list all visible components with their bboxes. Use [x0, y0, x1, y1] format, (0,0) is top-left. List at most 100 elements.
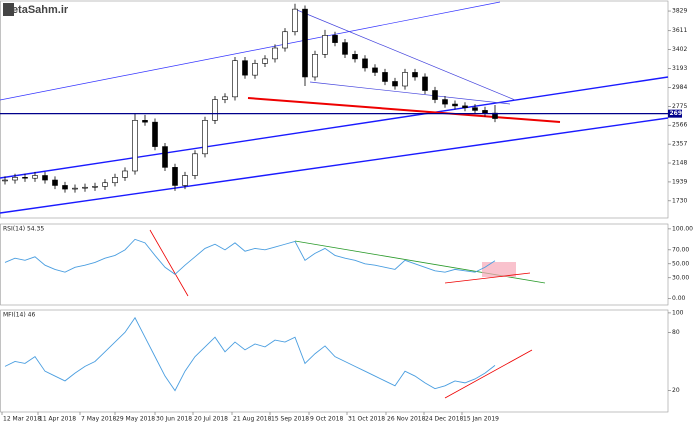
x-tick-label: 21 Aug 2018 [233, 416, 272, 423]
candle-body [162, 146, 168, 168]
x-tick-label: 11 Apr 2018 [39, 416, 76, 423]
mfi-trend-line [444, 349, 533, 399]
y-tick-label: 1730 [672, 197, 687, 204]
x-tick-label: 9 Oct 2018 [310, 416, 343, 423]
x-tick-label: 20 Jul 2018 [194, 416, 228, 423]
y-tick-label: 2984 [672, 84, 687, 91]
candle-body [52, 179, 58, 186]
x-tick-label: 12 Mar 2018 [3, 416, 41, 423]
logo: BetaSahm.ir [3, 3, 69, 16]
candle-body [372, 67, 378, 73]
candle-body [402, 72, 408, 87]
rsi-highlight [482, 262, 516, 277]
candle-body [392, 81, 398, 87]
candle-body [472, 107, 478, 111]
candle-body [332, 35, 338, 43]
candle-body [212, 99, 218, 121]
y-tick-label: 30.00 [672, 274, 689, 281]
rsi-title: RSI(14) 54.35 [3, 226, 44, 233]
candle-body [482, 110, 488, 114]
rsi-panel [0, 223, 669, 306]
logo-box [3, 3, 14, 16]
x-tick-label: 7 May 2018 [81, 416, 116, 423]
mfi-title: MFI(14) 46 [3, 312, 35, 319]
y-tick-label: 3829 [672, 8, 687, 15]
candle-body [102, 182, 108, 187]
y-tick-label: 100 [672, 309, 684, 316]
x-tick-label: 31 Oct 2018 [348, 416, 385, 423]
candle-body [462, 105, 468, 108]
channel-line [0, 76, 669, 179]
candle-body [302, 8, 308, 78]
candle-body [442, 99, 448, 105]
x-tick-label: 30 Jun 2018 [156, 416, 192, 423]
candle-body [242, 60, 248, 76]
candle-body [82, 186, 88, 189]
x-tick-label: 26 Nov 2018 [387, 416, 426, 423]
candle-body [432, 90, 438, 100]
candle-body [142, 120, 148, 123]
candle-body [222, 96, 228, 100]
trend-line [309, 81, 511, 105]
candle-body [172, 167, 178, 186]
y-tick-label: 2148 [672, 160, 687, 167]
trend-line [296, 9, 516, 101]
candle-body [362, 58, 368, 69]
candle-body [342, 42, 348, 55]
candle-body [22, 177, 28, 179]
candle-body [152, 121, 158, 147]
candle-body [32, 175, 38, 179]
y-tick-label: 70.00 [672, 246, 689, 253]
candle-body [262, 58, 268, 64]
logo-text: BetaSahm.ir [4, 4, 69, 16]
y-tick-label: 2357 [672, 141, 687, 148]
candle-body [452, 103, 458, 107]
candle-body [42, 175, 48, 181]
candle-body [2, 179, 8, 182]
candle-body [292, 8, 298, 33]
y-tick-label: 50.00 [672, 260, 689, 267]
candle-body [192, 153, 198, 176]
panel-frames [0, 0, 669, 413]
price-panel [0, 0, 669, 219]
y-tick-label: 3611 [672, 27, 687, 34]
y-tick-label: 0.00 [672, 295, 686, 302]
x-tick-label: 15 Jan 2019 [463, 416, 499, 423]
trend-lines [0, 1, 669, 399]
support-line [247, 97, 561, 123]
candle-body [182, 175, 188, 186]
candle-body [92, 186, 98, 188]
y-tick-label: 2775 [672, 103, 687, 110]
candle-body [312, 54, 318, 78]
rsi-trend-line [444, 272, 531, 284]
candle-body [352, 54, 358, 60]
candle-body [272, 47, 278, 60]
y-tick-label: 1939 [672, 178, 687, 185]
x-tick-label: 24 Dec 2018 [425, 416, 464, 423]
indicator-line [4, 238, 496, 275]
mfi-panel [0, 309, 669, 413]
candle-body [202, 120, 208, 155]
y-tick-label: 2566 [672, 122, 687, 129]
candle-body [112, 177, 118, 184]
y-tick-label: 3193 [672, 65, 687, 72]
candle-body [322, 35, 328, 55]
candle-body [72, 187, 78, 190]
candle-body [412, 72, 418, 78]
candle-body [12, 177, 18, 181]
indicator-line [4, 316, 496, 392]
candle-body [132, 120, 138, 172]
x-tick-label: 15 Sep 2018 [271, 416, 309, 423]
channel-line [0, 1, 501, 101]
candle-body [422, 76, 428, 91]
candle-body [232, 60, 238, 98]
y-tick-label: 20 [672, 387, 680, 394]
candle-body [252, 63, 258, 76]
candle-body [282, 31, 288, 49]
channel-line [0, 117, 669, 214]
y-tick-label: 3402 [672, 46, 687, 53]
candle-body [62, 185, 68, 190]
y-tick-label: 100.00 [672, 225, 693, 232]
y-tick-label: 80 [672, 329, 680, 336]
